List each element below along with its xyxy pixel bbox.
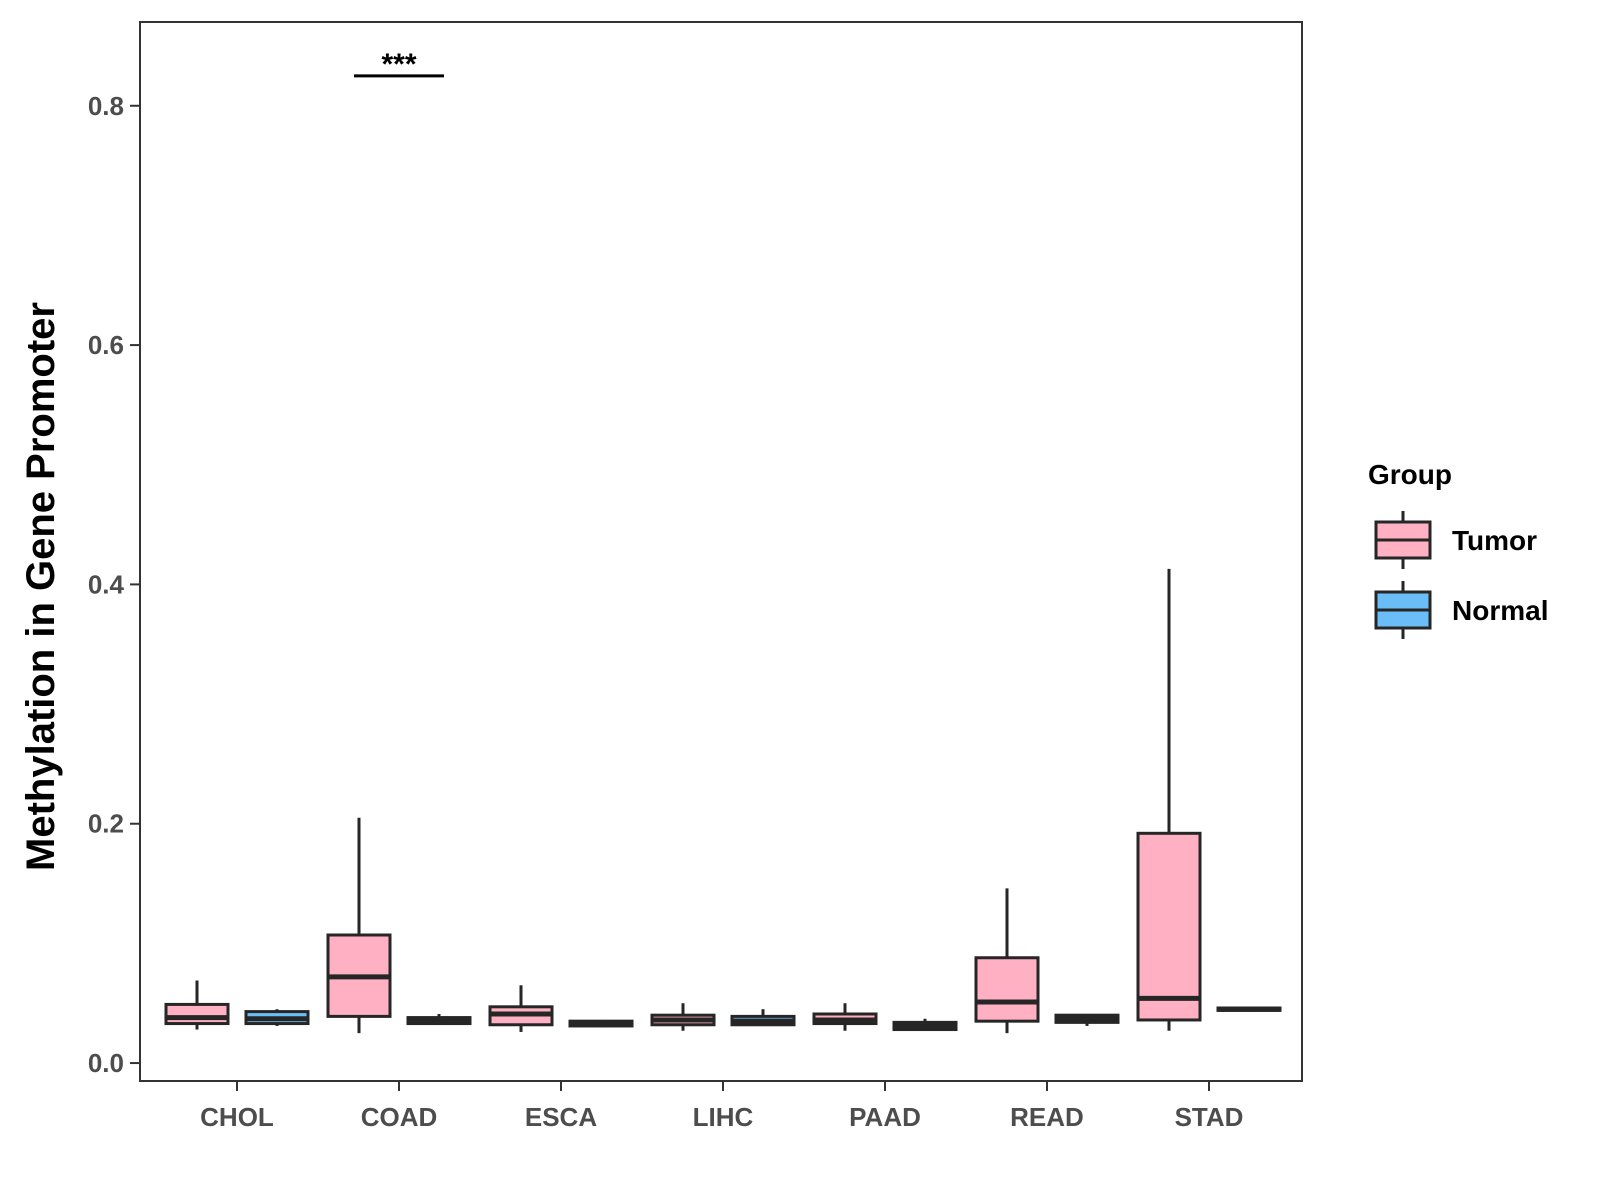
box-tumor-coad — [326, 817, 392, 1034]
box-tumor-read — [974, 888, 1040, 1034]
y-tick-label: 0.6 — [88, 330, 124, 360]
x-tick-label: READ — [1010, 1102, 1084, 1132]
legend-label: Tumor — [1452, 525, 1537, 556]
box-normal-chol — [244, 1009, 310, 1026]
y-tick-label: 0.4 — [88, 569, 125, 599]
x-tick-label: ESCA — [525, 1102, 597, 1132]
box-normal-read — [1054, 1013, 1120, 1026]
significance-label: *** — [381, 48, 416, 81]
y-tick-label: 0.2 — [88, 809, 124, 839]
box-tumor-esca — [488, 985, 554, 1032]
legend-title: Group — [1368, 459, 1452, 490]
x-tick-label: CHOL — [200, 1102, 274, 1132]
plot-boxes — [164, 568, 1282, 1034]
box-tumor-lihc — [650, 1003, 716, 1031]
x-tick-label: PAAD — [849, 1102, 921, 1132]
x-tick-label: LIHC — [693, 1102, 754, 1132]
y-axis-title: Methylation in Gene Promoter — [19, 302, 63, 871]
box-normal-stad — [1216, 1006, 1282, 1012]
significance-annotations: *** — [354, 48, 444, 81]
box-iqr — [1136, 831, 1202, 1022]
y-axis: 0.0 0.2 0.4 0.6 0.8 — [88, 91, 140, 1078]
box-iqr — [974, 956, 1040, 1023]
plot-panel-border — [139, 21, 1303, 1082]
y-tick-label: 0.8 — [88, 91, 124, 121]
legend-entry-tumor: Tumor — [1374, 511, 1537, 569]
x-tick-label: STAD — [1175, 1102, 1244, 1132]
box-tumor-paad — [812, 1003, 878, 1031]
y-tick-label: 0.0 — [88, 1048, 124, 1078]
box-tumor-chol — [164, 980, 230, 1030]
box-normal-coad — [406, 1013, 472, 1026]
box-iqr — [164, 1002, 230, 1026]
x-tick-label: COAD — [361, 1102, 438, 1132]
legend: Group Tumor Normal — [1368, 459, 1548, 639]
box-normal-esca — [568, 1019, 634, 1028]
x-axis: CHOL COAD ESCA LIHC PAAD READ STAD — [200, 1081, 1243, 1132]
legend-label: Normal — [1452, 595, 1548, 626]
box-normal-lihc — [730, 1009, 796, 1027]
box-tumor-stad — [1136, 568, 1202, 1031]
legend-entry-normal: Normal — [1374, 581, 1548, 639]
box-normal-paad — [892, 1018, 958, 1032]
